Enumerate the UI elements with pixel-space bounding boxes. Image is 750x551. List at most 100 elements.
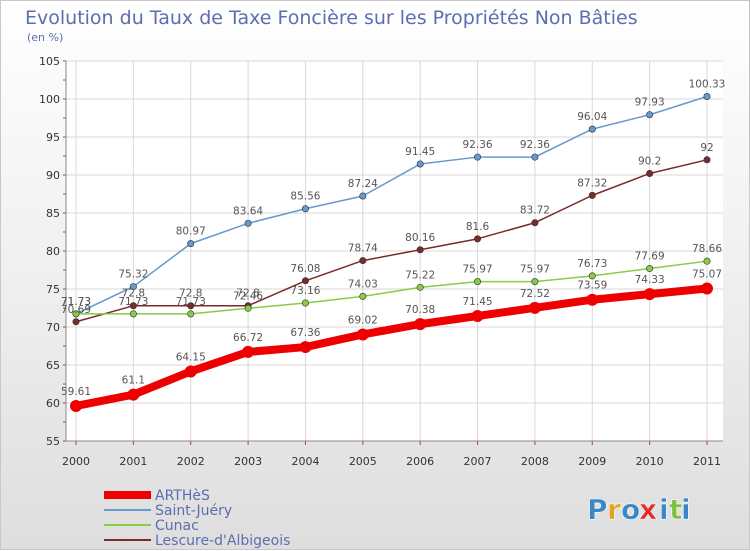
data-label: 100.33 bbox=[689, 78, 726, 90]
data-label: 72.52 bbox=[520, 288, 550, 300]
data-label: 76.73 bbox=[577, 258, 607, 270]
data-label: 73.59 bbox=[577, 280, 607, 292]
data-point bbox=[187, 310, 195, 318]
data-label: 92.36 bbox=[463, 139, 493, 151]
data-point bbox=[474, 153, 482, 161]
data-label: 64.15 bbox=[176, 351, 206, 363]
data-label: 87.32 bbox=[577, 177, 607, 189]
data-label: 83.64 bbox=[233, 205, 263, 217]
data-point bbox=[127, 388, 140, 401]
data-labels: 59.61 61.1 64.15 66.72 67.36 69.02 70.38 71.45 7… bbox=[61, 78, 725, 397]
series-line-1 bbox=[75, 95, 708, 315]
data-label: 81.6 bbox=[466, 221, 490, 233]
data-point bbox=[129, 302, 137, 310]
y-tick-label: 70 bbox=[46, 321, 60, 334]
y-tick-label: 65 bbox=[46, 359, 60, 372]
data-point bbox=[301, 277, 309, 285]
data-point bbox=[588, 125, 596, 133]
chart-title: Evolution du Taux de Taxe Foncière sur l… bbox=[25, 7, 638, 29]
data-point bbox=[359, 292, 367, 300]
data-label: 75.07 bbox=[692, 268, 722, 280]
data-point bbox=[588, 272, 596, 280]
data-label: 72.46 bbox=[233, 290, 263, 302]
logo-letter: t bbox=[669, 493, 682, 526]
x-tick-label: 2001 bbox=[119, 455, 147, 468]
legend-label-3: Lescure-d'Albigeois bbox=[155, 533, 290, 549]
data-point bbox=[643, 288, 656, 301]
data-label: 61.1 bbox=[122, 375, 145, 387]
x-tick-label: 2008 bbox=[521, 455, 549, 468]
logo-letter: i bbox=[681, 493, 691, 526]
data-label: 85.56 bbox=[290, 191, 320, 203]
data-label: 90.2 bbox=[638, 155, 661, 167]
data-label: 75.32 bbox=[118, 269, 148, 281]
data-label: 76.08 bbox=[290, 263, 320, 275]
data-label: 71.45 bbox=[463, 296, 493, 308]
data-label: 72.8 bbox=[122, 288, 145, 300]
x-tick-label: 2009 bbox=[578, 455, 606, 468]
logo-letter: o bbox=[621, 493, 640, 526]
y-tick-label: 55 bbox=[46, 435, 60, 448]
data-point bbox=[646, 169, 654, 177]
legend: ARTHèSSaint-JuéryCunacLescure-d'Albigeoi… bbox=[104, 488, 290, 549]
data-label: 72.8 bbox=[179, 288, 202, 300]
series-layer bbox=[70, 92, 713, 412]
x-tick-label: 2010 bbox=[636, 455, 664, 468]
data-point bbox=[187, 240, 195, 248]
data-point bbox=[187, 302, 195, 310]
data-point bbox=[701, 282, 713, 295]
y-tick-label: 95 bbox=[46, 131, 60, 144]
logo-letter: x bbox=[639, 493, 657, 526]
data-label: 80.97 bbox=[176, 226, 206, 238]
data-label: 83.72 bbox=[520, 205, 550, 217]
data-point bbox=[129, 283, 137, 291]
data-point bbox=[359, 257, 367, 265]
data-label: 71.73 bbox=[61, 296, 91, 308]
data-label: 97.93 bbox=[635, 97, 665, 109]
data-point bbox=[70, 399, 82, 412]
data-point bbox=[242, 345, 255, 358]
legend-label-0: ARTHèS bbox=[155, 488, 210, 504]
data-label: 72.8 bbox=[236, 288, 259, 300]
chart-subtitle: (en %) bbox=[27, 31, 63, 44]
y-tick-label: 85 bbox=[46, 207, 60, 220]
y-tick-label: 75 bbox=[46, 283, 60, 296]
data-label: 74.03 bbox=[348, 278, 378, 290]
data-point bbox=[531, 219, 539, 227]
series-line-0 bbox=[72, 284, 711, 410]
logo-letter: i bbox=[659, 493, 669, 526]
x-tick-label: 2006 bbox=[406, 455, 434, 468]
data-point bbox=[471, 309, 484, 322]
data-label: 87.24 bbox=[348, 178, 378, 190]
data-point bbox=[414, 318, 427, 331]
data-point bbox=[129, 310, 137, 318]
data-point bbox=[244, 304, 252, 312]
data-point bbox=[244, 219, 252, 227]
data-label: 59.61 bbox=[61, 386, 91, 398]
data-point bbox=[301, 205, 309, 213]
y-tick-label: 60 bbox=[46, 397, 60, 410]
data-label: 75.97 bbox=[463, 264, 493, 276]
y-tick-label: 90 bbox=[46, 169, 60, 182]
data-point bbox=[416, 246, 424, 254]
data-point bbox=[703, 257, 711, 265]
legend-label-2: Cunac bbox=[155, 518, 199, 534]
x-tick-label: 2000 bbox=[62, 455, 90, 468]
x-tick-label: 2002 bbox=[177, 455, 205, 468]
y-tick-label: 100 bbox=[39, 93, 60, 106]
data-label: 92.36 bbox=[520, 139, 550, 151]
data-label: 71.73 bbox=[61, 296, 91, 308]
data-point bbox=[528, 301, 541, 314]
x-tick-label: 2011 bbox=[693, 455, 721, 468]
data-label: 96.04 bbox=[577, 111, 607, 123]
data-point bbox=[646, 111, 654, 119]
y-tick-label: 80 bbox=[46, 245, 60, 258]
data-label: 75.97 bbox=[520, 264, 550, 276]
data-label: 67.36 bbox=[290, 327, 320, 339]
data-point bbox=[531, 278, 539, 286]
data-label: 70.38 bbox=[405, 304, 435, 316]
data-point bbox=[474, 278, 482, 286]
data-point bbox=[184, 365, 197, 378]
